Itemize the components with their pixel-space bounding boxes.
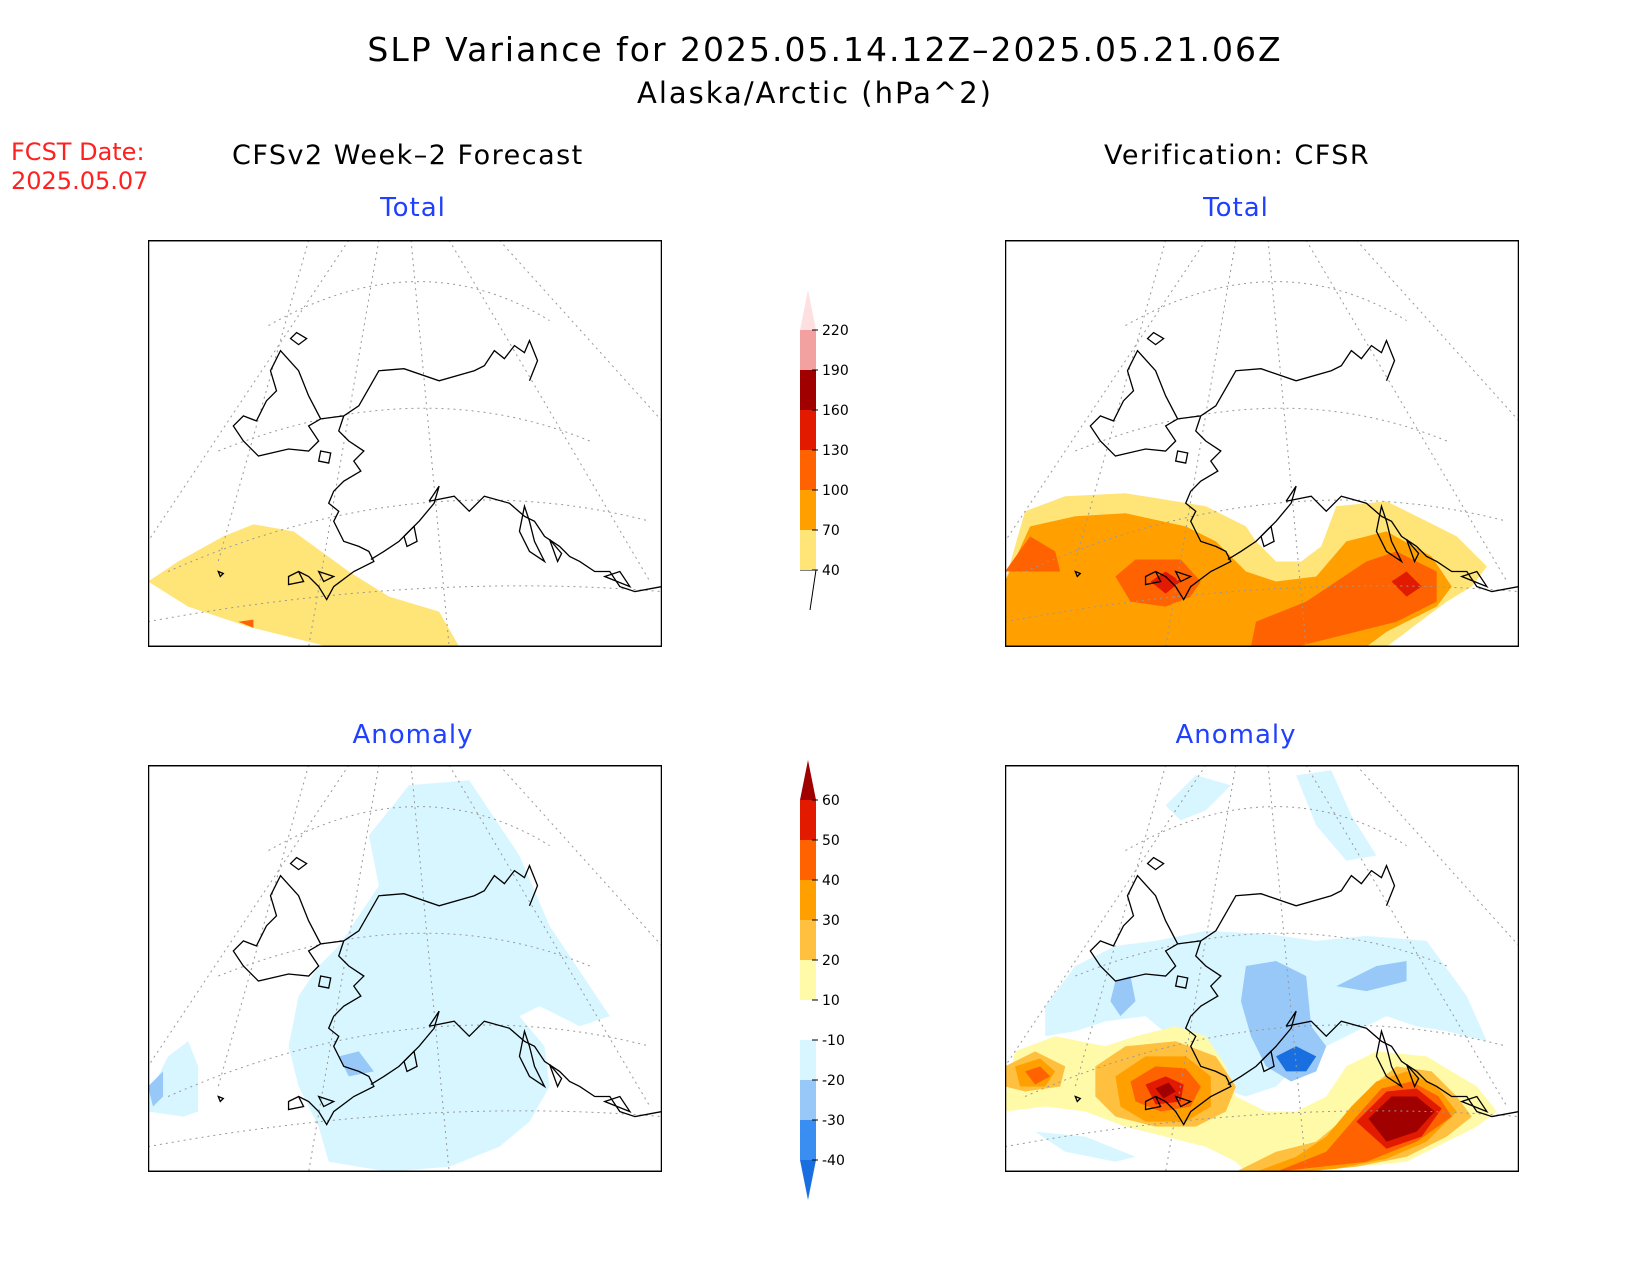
verification-anomaly-map [1005, 765, 1519, 1172]
chart-title: SLP Variance for 2025.05.14.12Z–2025.05.… [367, 30, 1283, 69]
verification-anomaly-title: Anomaly [1175, 720, 1297, 750]
total-colorbar-swatch [800, 410, 816, 450]
total-colorbar-swatch [800, 330, 816, 370]
forecast-total-map [148, 240, 662, 647]
total-colorbar-tick-label: 40 [822, 563, 840, 579]
total-colorbar: 40 70 100 130 160 190 220 [800, 290, 849, 610]
forecast-date-value: 2025.05.07 [11, 167, 149, 195]
verification-anomaly-minus10-bottom [1035, 1131, 1136, 1162]
anomaly-colorbar-lower-arrow [800, 1160, 816, 1200]
forecast-date-label: FCST Date: 2025.05.07 [11, 138, 148, 196]
forecast-total-title: Total [380, 193, 446, 223]
verification-anomaly-minus10-top-right [1296, 770, 1377, 861]
total-colorbar-swatch [800, 490, 816, 530]
total-colorbar-tick-label: 70 [822, 523, 840, 539]
anomaly-colorbar-swatch [800, 1000, 816, 1040]
anomaly-colorbar: -40 -30 -20 -10 10 20 30 40 50 60 [800, 760, 845, 1200]
forecast-anomaly-map [148, 765, 662, 1172]
total-colorbar-swatch [800, 450, 816, 490]
forecast-date-caption: FCST Date: [11, 138, 145, 166]
total-colorbar-tick-label: 190 [822, 363, 849, 379]
forecast-anomaly-minus20b-shading [338, 1051, 374, 1077]
forecast-total-70-shading [238, 619, 254, 628]
anomaly-colorbar-upper-arrow [800, 760, 816, 800]
anomaly-colorbar-tick-label: 20 [822, 953, 840, 969]
verification-anomaly-minus20b-shading [1110, 976, 1136, 1017]
anomaly-colorbar-tick-label: -30 [822, 1113, 845, 1129]
forecast-column-title: CFSv2 Week–2 Forecast [232, 140, 584, 171]
verification-total-title: Total [1203, 193, 1269, 223]
anomaly-colorbar-tick-label: -40 [822, 1153, 845, 1169]
anomaly-colorbar-tick-label: -20 [822, 1073, 845, 1089]
total-colorbar-swatch [800, 370, 816, 410]
anomaly-colorbar-swatch [800, 960, 816, 1000]
chart-subtitle: Alaska/Arctic (hPa^2) [637, 76, 993, 110]
total-colorbar-tick-label: 100 [822, 483, 849, 499]
verification-total-100c-shading [1250, 551, 1437, 647]
anomaly-colorbar-tick-label: 10 [822, 993, 840, 1009]
verification-anomaly-40-shading [1025, 1066, 1051, 1085]
anomaly-colorbar-swatch [800, 840, 816, 880]
anomaly-colorbar-tick-label: -10 [822, 1033, 845, 1049]
total-colorbar-tick-label: 130 [822, 443, 849, 459]
anomaly-colorbar-swatch [800, 1080, 816, 1120]
anomaly-colorbar-tick-label: 50 [822, 833, 840, 849]
total-colorbar-upper-arrow [800, 290, 816, 330]
verification-total-130b-shading [1391, 571, 1422, 597]
forecast-anomaly-minus20-shading [148, 1071, 164, 1107]
verification-anomaly-60-shading [1368, 1096, 1435, 1142]
forecast-anomaly-title: Anomaly [352, 720, 474, 750]
anomaly-colorbar-tick-label: 60 [822, 793, 840, 809]
anomaly-colorbar-swatch [800, 1040, 816, 1080]
total-colorbar-tick-label: 220 [822, 323, 849, 339]
verification-total-clear-center [1255, 506, 1327, 547]
verification-total-map [1005, 240, 1519, 647]
total-colorbar-swatch [800, 530, 816, 570]
anomaly-colorbar-tick-label: 40 [822, 873, 840, 889]
anomaly-colorbar-swatch [800, 880, 816, 920]
total-colorbar-lower-arrow [800, 569, 817, 610]
verification-column-title: Verification: CFSR [1104, 140, 1371, 171]
verification-anomaly-minus10-top [1165, 775, 1231, 821]
anomaly-colorbar-tick-label: 30 [822, 913, 840, 929]
verification-anomaly-minus20c-shading [1336, 960, 1407, 992]
verification-anomaly-minus30-shading [1276, 1046, 1317, 1072]
verification-anomaly-60b-shading [1155, 1082, 1176, 1099]
forecast-total-40-shading [148, 524, 460, 647]
anomaly-colorbar-swatch [800, 1120, 816, 1160]
total-colorbar-tick-label: 160 [822, 403, 849, 419]
verification-total-100-shading [1005, 536, 1061, 572]
forecast-anomaly-minus10-shading [288, 780, 610, 1172]
anomaly-colorbar-swatch [800, 800, 816, 840]
anomaly-colorbar-swatch [800, 920, 816, 960]
